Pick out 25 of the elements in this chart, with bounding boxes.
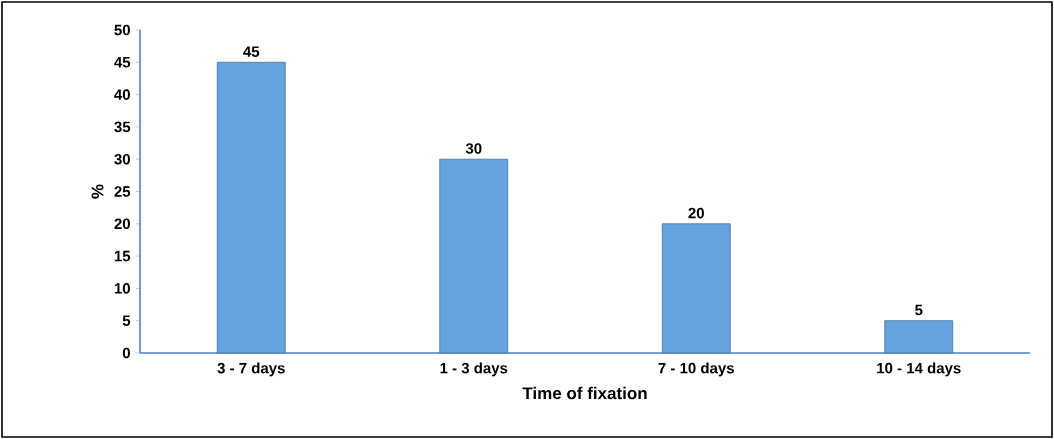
y-tick-label: 45 xyxy=(114,57,131,68)
y-tick-label: 5 xyxy=(122,315,131,326)
x-tick-label: 7 - 10 days xyxy=(658,362,734,377)
y-tick-label: 15 xyxy=(114,250,131,262)
bar xyxy=(439,158,509,354)
y-tick-label: 25 xyxy=(114,186,131,197)
data-label: 30 xyxy=(465,143,482,154)
x-axis-title: Time of fixation xyxy=(522,386,647,400)
x-tick-label: 1 - 3 days xyxy=(440,362,508,377)
y-tick-label: 0 xyxy=(122,347,130,359)
data-label: 20 xyxy=(688,207,704,219)
bar xyxy=(216,61,286,354)
bar xyxy=(661,223,731,354)
y-tick-label: 10 xyxy=(114,283,130,294)
x-tick-label: 10 - 14 days xyxy=(877,362,961,377)
y-axis-title: % xyxy=(91,184,104,199)
x-tick-label: 3 - 7 days xyxy=(217,362,285,377)
bar xyxy=(884,320,954,354)
y-tick-label: 20 xyxy=(114,218,130,230)
data-label: 5 xyxy=(915,304,923,316)
y-tick-label: 50 xyxy=(114,24,130,36)
y-tick-label: 30 xyxy=(114,153,130,165)
y-tick-label: 35 xyxy=(114,121,131,133)
data-label: 45 xyxy=(243,46,260,57)
y-tick-label: 40 xyxy=(114,89,130,100)
